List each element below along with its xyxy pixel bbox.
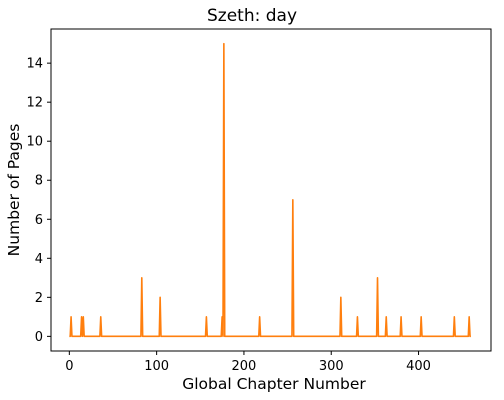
- x-tick-label: 200: [232, 359, 257, 374]
- x-tick-label: 100: [144, 359, 169, 374]
- plot-area: [69, 42, 471, 338]
- series-line-0: [69, 42, 471, 338]
- y-tick-label: 6: [35, 213, 43, 228]
- x-tick-label: 300: [319, 359, 344, 374]
- x-tick-label: 0: [65, 359, 73, 374]
- x-axis-label: Global Chapter Number: [182, 375, 366, 393]
- axes-frame: [50, 28, 492, 352]
- x-tick-label: 400: [406, 359, 431, 374]
- chart-title: Szeth: day: [207, 6, 297, 26]
- y-tick-label: 4: [35, 252, 43, 267]
- y-tick-label: 8: [35, 174, 43, 189]
- x-axis-ticks: 0 100 200 300 400: [65, 351, 431, 374]
- y-axis-ticks: 0 2 4 6 8 10 12 14: [26, 57, 51, 345]
- y-axis-label: Number of Pages: [5, 124, 23, 257]
- y-tick-label: 10: [26, 135, 43, 150]
- y-tick-label: 0: [35, 330, 43, 345]
- y-tick-label: 12: [26, 96, 43, 111]
- y-tick-label: 2: [35, 291, 43, 306]
- y-tick-label: 14: [26, 57, 43, 72]
